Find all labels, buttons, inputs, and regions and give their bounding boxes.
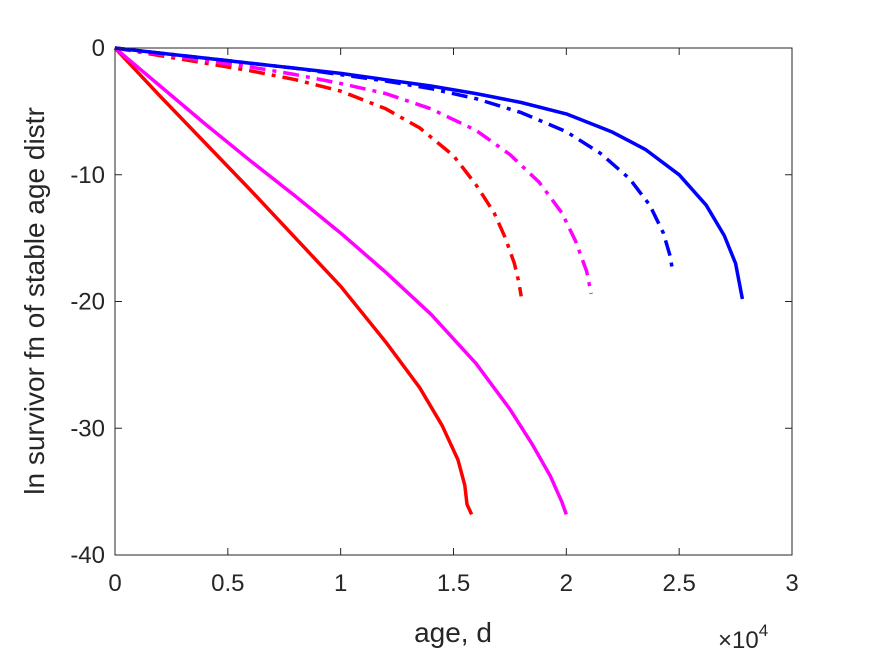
y-tick-label: -40 bbox=[70, 542, 105, 569]
x-axis-label: age, d bbox=[414, 617, 492, 648]
plot-area bbox=[115, 48, 792, 555]
x-tick-label: 0.5 bbox=[211, 570, 244, 597]
ticks-layer: 0 0.5 1 1.5 2 2.5 3 0 -10 -20 -30 -40 bbox=[70, 35, 798, 597]
y-tick-label: -30 bbox=[70, 415, 105, 442]
y-tick-label: 0 bbox=[92, 35, 105, 62]
x-tick-label: 2.5 bbox=[662, 570, 695, 597]
series-layer bbox=[113, 46, 745, 516]
series-line-2 bbox=[113, 46, 568, 515]
x-tick-label: 3 bbox=[785, 570, 798, 597]
x-tick-label: 1 bbox=[334, 570, 347, 597]
y-tick-label: -10 bbox=[70, 162, 105, 189]
series-line-4 bbox=[114, 46, 593, 295]
series-line-3 bbox=[114, 46, 523, 297]
x-exponent-base: ×10 bbox=[718, 627, 759, 654]
x-tick-label: 1.5 bbox=[437, 570, 470, 597]
x-exponent-power: 4 bbox=[759, 621, 768, 640]
y-axis-label: ln survivor fn of stable age distr bbox=[19, 107, 50, 495]
x-tick-label: 2 bbox=[560, 570, 573, 597]
series-line-1 bbox=[113, 46, 474, 516]
x-exponent-label: ×104 bbox=[718, 621, 768, 654]
series-line-6 bbox=[114, 46, 745, 300]
series-line-5 bbox=[114, 46, 675, 271]
y-tick-label: -20 bbox=[70, 289, 105, 316]
x-tick-label: 0 bbox=[108, 570, 121, 597]
